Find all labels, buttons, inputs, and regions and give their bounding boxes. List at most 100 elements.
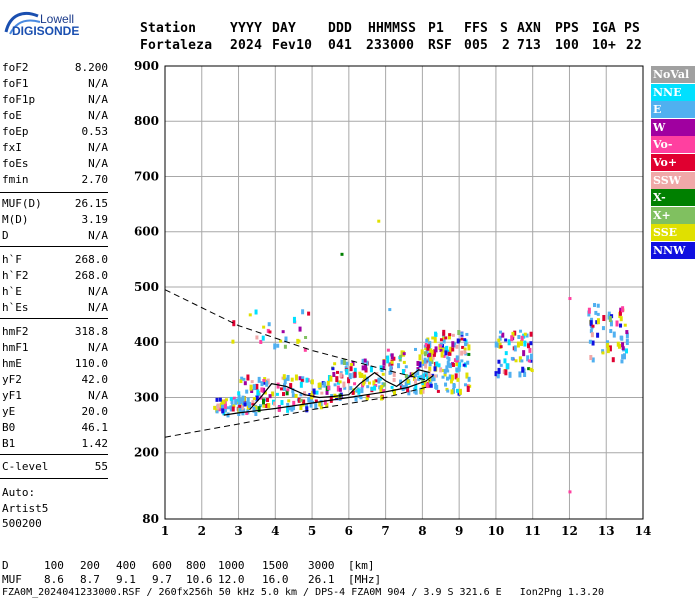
echo-mark (433, 337, 437, 344)
echo-mark (467, 352, 471, 356)
parameter-name: h`F2 (2, 269, 29, 282)
echo-mark (444, 350, 448, 356)
echo-mark (377, 219, 381, 223)
legend-item: SSE (651, 224, 695, 242)
echo-mark (404, 365, 408, 369)
echo-mark (361, 358, 365, 364)
parameter-row: foEp 0.53 (2, 125, 108, 141)
echo-mark (447, 333, 451, 340)
echo-mark (399, 354, 403, 358)
echo-mark (382, 382, 386, 387)
echo-mark (601, 349, 605, 354)
echo-mark (305, 403, 309, 409)
parameter-name: yE (2, 405, 16, 418)
footer-value: 3000 (308, 559, 335, 572)
echo-mark (348, 373, 352, 380)
parameter-row: M(D) 3.19 (2, 213, 108, 229)
divider (0, 192, 108, 193)
echo-mark (435, 361, 439, 367)
x-tick-label: 4 (271, 524, 279, 538)
echo-mark (241, 401, 245, 406)
echo-mark (443, 368, 447, 374)
echo-mark (467, 376, 471, 382)
echo-mark (442, 336, 446, 340)
echo-mark (286, 388, 290, 392)
parameter-row: MUF(D) 26.15 (2, 197, 108, 213)
echo-mark (615, 320, 619, 327)
echo-mark (262, 387, 266, 393)
echo-mark (427, 370, 431, 377)
echo-mark (414, 384, 418, 391)
echo-mark (593, 303, 597, 308)
echo-mark (243, 381, 247, 386)
echo-mark (510, 356, 514, 360)
echo-mark (266, 378, 270, 385)
echo-mark (325, 390, 329, 395)
echo-mark (286, 402, 290, 406)
parameter-row: foEs N/A (2, 157, 108, 173)
echo-mark (425, 349, 429, 355)
echo-mark (307, 399, 311, 403)
echo-mark (294, 393, 298, 398)
parameter-row: h`F2 268.0 (2, 269, 108, 285)
echo-mark (314, 403, 318, 410)
x-tick-label: 6 (345, 524, 353, 538)
echo-mark (259, 339, 263, 344)
footer-value: 800 (186, 559, 206, 572)
echo-mark (283, 384, 287, 390)
echo-mark (335, 370, 339, 374)
echo-mark (256, 389, 260, 396)
echo-mark (527, 359, 531, 363)
echo-mark (327, 385, 331, 390)
echo-mark (523, 340, 527, 347)
parameter-name: M(D) (2, 213, 29, 226)
echo-mark (266, 397, 270, 402)
echo-mark (418, 361, 422, 368)
echo-mark (263, 379, 267, 385)
echo-mark (358, 373, 362, 378)
echo-mark (429, 381, 433, 385)
echo-mark (463, 338, 467, 342)
legend-item: NoVal (651, 66, 695, 83)
echo-mark (393, 389, 397, 396)
echo-mark (438, 344, 442, 348)
echo-mark (618, 310, 622, 316)
echo-mark (588, 339, 592, 344)
parameter-name: MUF(D) (2, 197, 42, 210)
echo-mark (254, 405, 258, 410)
echo-mark (520, 359, 524, 363)
header-value: 041 (328, 38, 353, 53)
echo-mark (242, 408, 246, 413)
echo-mark (390, 353, 394, 360)
echo-mark (234, 398, 238, 405)
echo-mark (294, 374, 298, 381)
parameter-row: hmF2 318.8 (2, 325, 108, 341)
parameter-row: h`F 268.0 (2, 253, 108, 269)
parameter-value: 110.0 (74, 357, 108, 370)
auto-label: Auto: (2, 486, 36, 499)
echo-mark (299, 398, 303, 402)
echo-mark (315, 390, 319, 395)
parameter-row: h`Es N/A (2, 301, 108, 317)
echo-mark (271, 391, 275, 397)
echo-mark (465, 332, 469, 336)
echo-mark (504, 338, 508, 342)
echo-mark (591, 324, 595, 328)
echo-mark (513, 345, 517, 352)
footer-value: 8.7 (80, 573, 100, 586)
trace-line (223, 374, 434, 416)
echo-mark (424, 347, 428, 351)
header-label: S (500, 21, 509, 36)
echo-mark (307, 397, 311, 401)
x-tick-label: 3 (234, 524, 242, 538)
echo-mark (231, 339, 235, 344)
legend-item: X- (651, 189, 695, 207)
parameter-value: N/A (88, 109, 108, 122)
echo-mark (310, 379, 314, 385)
footer-row-label: MUF (2, 573, 22, 586)
echo-mark (329, 375, 333, 382)
echo-mark (273, 343, 277, 350)
echo-mark (589, 329, 593, 334)
echo-mark (238, 405, 242, 412)
echo-mark (333, 383, 337, 387)
